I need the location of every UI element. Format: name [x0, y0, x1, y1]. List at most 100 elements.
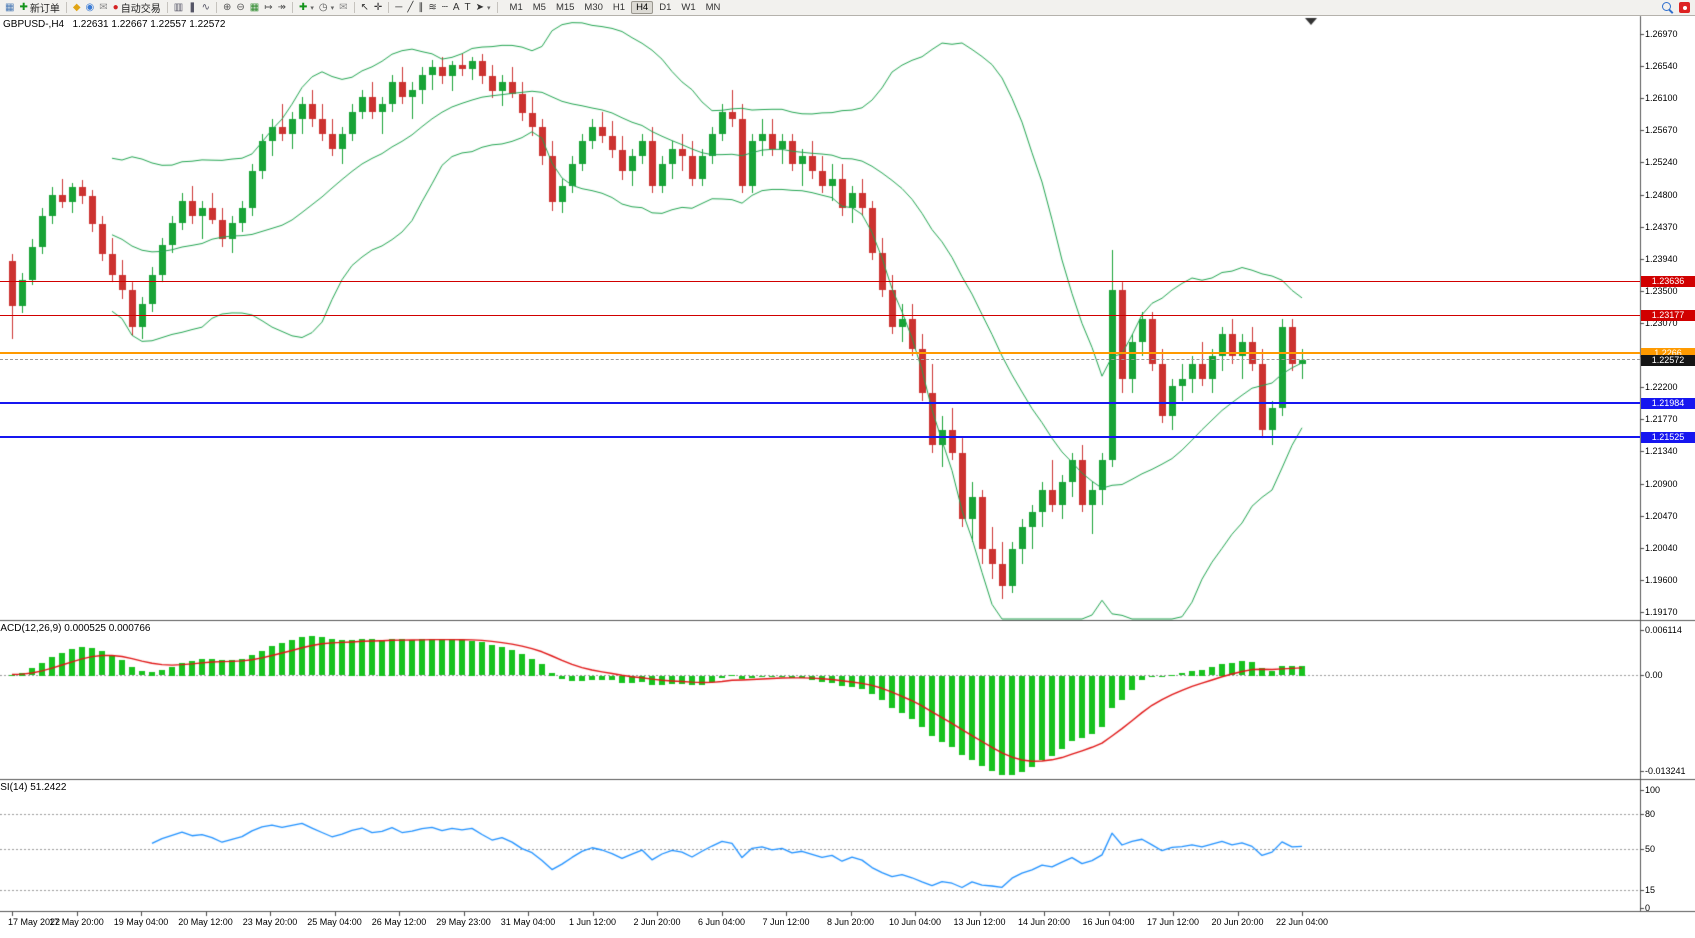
templates-button-icon: ✉	[339, 2, 348, 13]
price-axis-label: 1.20040	[1645, 542, 1678, 553]
chart-title: GBPUSD-,H4 1.22631 1.22667 1.22557 1.225…	[3, 19, 226, 30]
auto-scroll-icon: ↦	[264, 2, 273, 13]
rsi-axis-label: 0	[1645, 903, 1651, 913]
channel-icon: ∥	[418, 2, 424, 13]
zoom-out-icon[interactable]: ⊖	[234, 1, 246, 15]
chat-icon[interactable]: ✉	[97, 1, 109, 15]
tile-windows-icon: ▦	[249, 2, 260, 13]
cursor-icon[interactable]: ↖	[359, 1, 371, 15]
chart-shift-icon[interactable]: ↠	[276, 1, 288, 15]
time-axis-label: 13 Jun 12:00	[953, 917, 1006, 927]
toolbar-separator	[166, 2, 168, 13]
time-axis-label: 31 May 04:00	[500, 917, 556, 927]
price-level-line[interactable]	[0, 402, 1640, 404]
price-axis-label: 1.20900	[1645, 478, 1678, 489]
arrows-tool-button-icon: ➤	[475, 2, 485, 13]
mql5-icon[interactable]: ◆	[71, 1, 83, 15]
horizontal-line-icon[interactable]: ─	[393, 1, 404, 15]
alerts-icon[interactable]	[1679, 2, 1690, 13]
time-axis-label: 1 Jun 12:00	[568, 917, 617, 927]
line-chart-icon: ∿	[201, 2, 210, 13]
toolbar: ▦ ✚ 新订单 ◆ ◉ ✉ ● 自动交易 ▥ ❚ ∿ ⊕ ⊖ ▦ ↦ ↠ ✚ ▾ ◷ ▾ ✉ ↖ ✛ ─ ╱ ∥ ≋ ┄ A T ➤ ▾ M1…	[0, 0, 1695, 16]
price-level-badge: 1.21525	[1641, 432, 1695, 443]
chart-shift-icon: ↠	[277, 2, 286, 13]
time-axis-label: 17 Jun 12:00	[1146, 917, 1200, 927]
chart-window-icon: ▦	[5, 2, 15, 13]
line-chart-icon[interactable]: ∿	[200, 1, 212, 15]
macd-indicator-label: MACD(12,26,9) 0.000525 0.000766	[0, 623, 151, 634]
price-axis-label: 1.21340	[1645, 446, 1678, 457]
label-tool-icon[interactable]: T	[463, 1, 473, 15]
text-tool-icon[interactable]: A	[451, 1, 462, 15]
price-axis-label: 1.21770	[1645, 414, 1678, 425]
price-axis-label: 1.23070	[1645, 318, 1678, 328]
channel-icon[interactable]: ∥	[416, 1, 425, 15]
timeframe-button-m15[interactable]: M15	[555, 2, 575, 13]
add-indicator-button[interactable]: ✚ ▾	[297, 1, 316, 15]
candles-chart-icon[interactable]: ❚	[186, 1, 198, 15]
price-axis-label: 1.19600	[1645, 575, 1678, 586]
price-level-line[interactable]	[0, 315, 1640, 316]
time-axis-label: 17 May 20:00	[49, 917, 104, 927]
chart-window-icon[interactable]: ▦	[3, 1, 16, 15]
current-price-line[interactable]	[0, 359, 1640, 360]
auto-trading-button-label: 自动交易	[120, 4, 161, 15]
price-axis-label: 1.22200	[1645, 382, 1678, 393]
arrows-tool-button[interactable]: ➤ ▾	[474, 1, 493, 15]
price-axis-label: 1.24800	[1645, 189, 1678, 200]
zoom-in-icon[interactable]: ⊕	[221, 1, 233, 15]
price-axis-label: 1.23500	[1645, 286, 1678, 297]
label-tool-icon: T	[464, 2, 471, 13]
price-axis-label: 1.26100	[1645, 93, 1678, 104]
bar-chart-icon[interactable]: ▥	[172, 1, 185, 15]
tile-windows-icon[interactable]: ▦	[248, 1, 261, 15]
price-axis-label: 1.24370	[1645, 221, 1678, 232]
search-icon[interactable]	[1662, 1, 1674, 14]
macd-axis-label: -0.013241	[1645, 766, 1686, 776]
profile-icon[interactable]: ◉	[84, 1, 97, 15]
add-indicator-button-icon: ✚	[298, 2, 308, 13]
zoom-out-icon: ⊖	[236, 2, 245, 13]
time-axis-label: 16 Jun 04:00	[1082, 917, 1135, 927]
timeframe-button-h4[interactable]: H4	[631, 1, 654, 14]
timeframe-button-w1[interactable]: W1	[681, 2, 696, 13]
fibonacci-icon[interactable]: ≋	[426, 1, 438, 15]
crosshair-icon[interactable]: ✛	[372, 1, 384, 15]
time-axis-label: 20 May 12:00	[178, 917, 233, 927]
price-level-line[interactable]	[0, 436, 1640, 438]
price-axis-label: 1.26970	[1645, 29, 1678, 39]
price-level-line[interactable]	[0, 352, 1640, 354]
horizontal-line-icon: ─	[395, 2, 403, 13]
toolbar-separator	[215, 2, 217, 13]
auto-trading-button[interactable]: ● 自动交易	[111, 1, 163, 15]
timeframe-button-mn[interactable]: MN	[705, 2, 721, 13]
timeframe-button-d1[interactable]: D1	[659, 2, 672, 13]
gridlines-icon: ┄	[441, 2, 448, 13]
new-order-button-icon: ✚	[19, 2, 28, 13]
timeframe-button-m30[interactable]: M30	[584, 2, 603, 13]
toolbar-separator	[496, 2, 498, 13]
new-order-button[interactable]: ✚ 新订单	[17, 1, 61, 15]
timeframe-button-h1[interactable]: H1	[612, 2, 626, 13]
mql5-icon: ◆	[72, 2, 81, 13]
periods-button[interactable]: ◷ ▾	[317, 1, 336, 15]
templates-button[interactable]: ✉	[337, 1, 349, 15]
time-axis-label: 10 Jun 04:00	[888, 917, 942, 927]
auto-trading-button-icon: ●	[112, 2, 119, 13]
timeframe-button-m1[interactable]: M1	[509, 2, 523, 13]
auto-scroll-icon[interactable]: ↦	[262, 1, 274, 15]
rsi-axis-label: 80	[1645, 808, 1656, 819]
price-level-badge: 1.21984	[1641, 398, 1695, 409]
timeframe-button-m5[interactable]: M5	[532, 2, 546, 13]
time-axis-label: 17 May 2022	[7, 917, 61, 927]
time-axis-label: 14 Jun 20:00	[1017, 917, 1071, 927]
macd-axis-label: 0.00	[1645, 669, 1663, 680]
price-level-line[interactable]	[0, 281, 1640, 282]
trendline-icon[interactable]: ╱	[405, 1, 415, 15]
fibonacci-icon: ≋	[428, 2, 437, 13]
gridlines-icon[interactable]: ┄	[440, 1, 450, 15]
text-tool-icon: A	[452, 2, 460, 13]
price-axis-label: 1.25670	[1645, 125, 1678, 136]
